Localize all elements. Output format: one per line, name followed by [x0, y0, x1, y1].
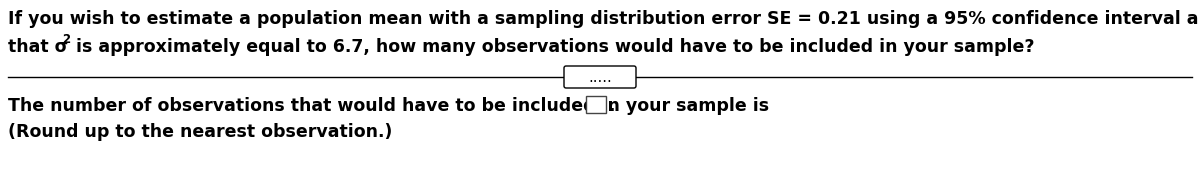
Text: .: . — [608, 97, 614, 115]
FancyBboxPatch shape — [564, 66, 636, 88]
Text: that σ: that σ — [8, 38, 68, 56]
Text: 2: 2 — [62, 33, 70, 46]
Text: .....: ..... — [588, 70, 612, 84]
Text: The number of observations that would have to be included in your sample is: The number of observations that would ha… — [8, 97, 775, 115]
Text: (Round up to the nearest observation.): (Round up to the nearest observation.) — [8, 123, 392, 141]
Text: If you wish to estimate a population mean with a sampling distribution error SE : If you wish to estimate a population mea… — [8, 10, 1200, 28]
Bar — [586, 96, 606, 113]
Text: is approximately equal to 6.7, how many observations would have to be included i: is approximately equal to 6.7, how many … — [70, 38, 1034, 56]
